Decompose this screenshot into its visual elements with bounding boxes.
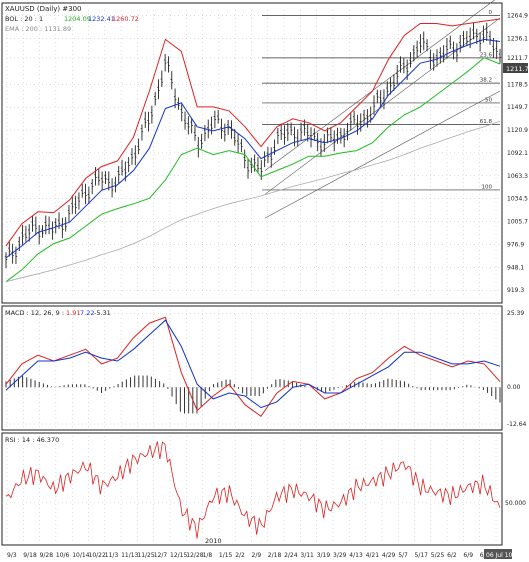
x-axis-tick: 2/18: [268, 552, 282, 559]
fib-level-label: 50: [485, 97, 492, 103]
price-axis-tick: 1211.7: [507, 55, 528, 62]
rsi-plot: [5, 441, 501, 539]
macd-label: MACD : 12, 26, 9 :: [5, 309, 64, 317]
x-axis-tick: 2/2: [235, 552, 245, 559]
x-axis-tick: 11/13: [121, 552, 138, 559]
price-axis-tick: 1034.5: [507, 196, 528, 203]
x-axis-tick: 11/25: [137, 552, 154, 559]
macd-value-macd: 1.91: [66, 309, 80, 317]
x-axis-tick: 3/11: [300, 552, 314, 559]
year-marker: 2010: [205, 537, 222, 545]
x-axis-tick: 11/3: [105, 552, 119, 559]
fib-level-label: 0: [489, 10, 493, 16]
fib-level-label: 38.2: [480, 78, 492, 84]
x-axis-tick: 6/9: [463, 552, 473, 559]
x-axis-tick: 12/15: [170, 552, 187, 559]
x-axis-tick: 9/18: [23, 552, 37, 559]
macd-value-hist: -5.31: [94, 309, 111, 317]
price-axis-tick: 1120.9: [507, 127, 528, 134]
x-axis-tick: 12/7: [154, 552, 168, 559]
x-axis-labels: 9/3 9/18 9/28 10/6 10/14 10/22 11/3 11/13 11/25 1…: [7, 549, 513, 559]
channel-line: [264, 17, 501, 195]
x-axis-tick: 1/15: [219, 552, 233, 559]
x-axis-tick: 5/7: [398, 552, 408, 559]
bollinger-value-upper: 1260.72: [112, 15, 139, 23]
y-axis-labels: 1264.9 1236.1 1211.7 1178.5 1149.7 1120.9 1092…: [505, 13, 528, 507]
fibonacci-retracement: 0 23.6 38.2 50 61.8 100: [262, 10, 500, 190]
fib-level-label: 100: [482, 184, 493, 190]
price-axis-tick: 948.1: [507, 264, 524, 271]
channel-line: [264, 0, 496, 171]
ema-label: EMA : 200 : 1131.89: [5, 25, 71, 33]
x-axis-tick: 2/9: [252, 552, 262, 559]
bollinger-lower-line: [5, 57, 501, 283]
bollinger-value-lower: 1204.09: [64, 15, 91, 23]
rsi-label: RSI : 14 : 46.370: [5, 436, 59, 444]
bollinger-label: BOL : 20 : 1: [5, 15, 43, 23]
macd-axis-tick: 25.39: [507, 310, 524, 317]
macd-value-signal: 7.22: [80, 309, 94, 317]
x-axis-tick: 9/28: [40, 552, 54, 559]
x-axis-tick: 10/14: [72, 552, 89, 559]
price-axis-tick: 1264.9: [507, 13, 528, 20]
price-axis-tick: 1236.1: [507, 36, 528, 43]
rsi-panel-frame: [1, 432, 503, 546]
x-axis-tick: 10/6: [56, 552, 70, 559]
bollinger-middle-line: [5, 38, 501, 259]
bollinger-value-middle: 1232.41: [88, 15, 115, 23]
x-axis-tick: 10/22: [89, 552, 106, 559]
price-axis-tick: 1092.1: [507, 150, 528, 157]
macd-signal-line: [5, 319, 501, 409]
current-price-tag: 1211.7: [506, 65, 529, 73]
date-tag-bg: [484, 549, 512, 559]
macd-plot: [5, 316, 501, 418]
x-axis-tick: 2/24: [284, 552, 298, 559]
macd-panel-frame: [1, 305, 503, 431]
price-axis-tick: 1005.7: [507, 219, 528, 226]
trend-channel: [264, 0, 501, 219]
x-axis-tick: 3/29: [333, 552, 347, 559]
price-axis-tick: 919.3: [507, 287, 524, 294]
bollinger-upper-line: [5, 18, 501, 247]
x-axis-tick: 12/28: [186, 552, 203, 559]
macd-axis-tick: 0.00: [507, 384, 521, 391]
x-axis-tick: 1/8: [203, 552, 213, 559]
x-axis-tick: 6/2: [447, 552, 457, 559]
x-axis-tick: 5/17: [415, 552, 429, 559]
x-axis-tick: 4/29: [382, 552, 396, 559]
fib-level-label: 23.6: [480, 52, 493, 58]
x-axis-tick: 4/21: [366, 552, 380, 559]
x-axis-tick: 3/19: [317, 552, 331, 559]
indicator-lines: [5, 18, 501, 283]
channel-line: [264, 90, 501, 219]
ema-200-line: [5, 120, 501, 283]
macd-axis-tick: -12.64: [507, 421, 527, 428]
price-axis-tick: 1178.5: [507, 81, 528, 88]
x-axis-tick: 06 Jul 10: [486, 552, 513, 559]
price-axis-tick: 1149.7: [507, 104, 528, 111]
x-axis-tick: 5/25: [431, 552, 445, 559]
rsi-axis-tick: 50.000: [505, 500, 526, 507]
fib-level-label: 61.8: [480, 119, 493, 125]
x-axis-tick: 9/3: [7, 552, 17, 559]
x-axis-tick: 4/13: [349, 552, 363, 559]
price-axis-tick: 1063.3: [507, 173, 528, 180]
symbol-title: XAUUSD (Daily) #300: [5, 5, 82, 13]
current-price-tag-bg: [503, 63, 528, 73]
macd-line: [5, 316, 501, 418]
rsi-line: [5, 441, 501, 539]
price-axis-tick: 976.9: [507, 241, 524, 248]
